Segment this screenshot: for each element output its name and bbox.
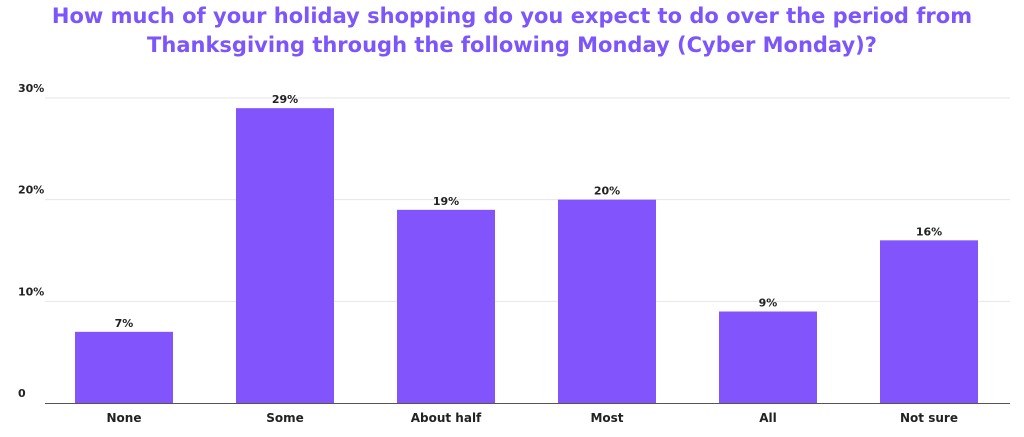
chart-title: How much of your holiday shopping do you… bbox=[0, 2, 1024, 60]
data-label: 9% bbox=[759, 297, 778, 310]
y-tick-label: 30% bbox=[18, 82, 44, 95]
data-label: 19% bbox=[433, 195, 459, 208]
y-tick-label: 0 bbox=[18, 387, 26, 400]
x-tick-label: None bbox=[107, 411, 142, 425]
bars bbox=[75, 108, 978, 404]
bar-none bbox=[75, 331, 173, 403]
data-labels: 7% 29% 19% 20% 9% 16% bbox=[115, 93, 943, 330]
axes: 0 10% 20% 30% None Some About half Most All Not s… bbox=[18, 82, 1010, 425]
chart-title-line-1: How much of your holiday shopping do you… bbox=[51, 4, 973, 28]
bar-all bbox=[719, 311, 817, 403]
data-label: 20% bbox=[594, 185, 620, 198]
x-tick-label: About half bbox=[411, 411, 482, 425]
x-tick-label: All bbox=[759, 411, 777, 425]
bar-not-sure bbox=[880, 240, 978, 403]
y-tick-label: 20% bbox=[18, 184, 44, 197]
x-tick-label: Most bbox=[590, 411, 623, 425]
x-tick-label: Some bbox=[266, 411, 304, 425]
data-label: 16% bbox=[916, 225, 942, 238]
gridlines bbox=[45, 97, 1010, 302]
data-label: 7% bbox=[115, 317, 134, 330]
chart-title-line-2: Thanksgiving through the following Monda… bbox=[147, 33, 877, 57]
bar-most bbox=[558, 199, 656, 403]
bar-about-half bbox=[397, 209, 495, 403]
bar-some bbox=[236, 108, 334, 404]
data-label: 29% bbox=[272, 93, 298, 106]
x-tick-label: Not sure bbox=[900, 411, 958, 425]
y-tick-label: 10% bbox=[18, 285, 44, 298]
